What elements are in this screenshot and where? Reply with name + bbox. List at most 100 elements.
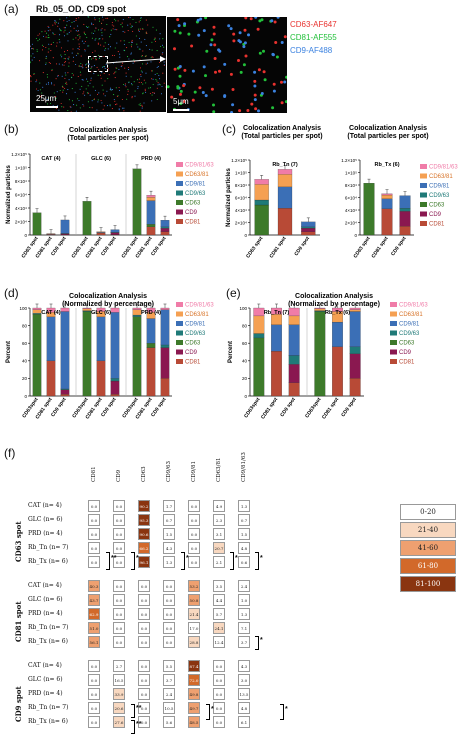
- particle-dot: [99, 21, 100, 22]
- particle-dot: [115, 47, 116, 48]
- particle-dot: [245, 55, 248, 58]
- particle-dot: [91, 78, 92, 79]
- heatmap-cell: 3.0: [238, 674, 250, 686]
- particle-dot: [212, 104, 215, 107]
- bar-segment: [289, 383, 300, 396]
- particle-dot: [192, 70, 195, 73]
- heatmap-cell: 12.4: [213, 636, 225, 648]
- particle-dot: [96, 109, 97, 110]
- particle-dot: [72, 73, 73, 74]
- particle-dot: [107, 105, 108, 106]
- particle-dot: [51, 70, 52, 71]
- particle-dot: [140, 29, 141, 30]
- particle-dot: [244, 29, 247, 32]
- particle-dot: [123, 108, 124, 109]
- particle-dot: [154, 92, 155, 93]
- heatmap-cell: 0.0: [113, 636, 125, 648]
- legend-label: CD81: [429, 222, 445, 228]
- particle-dot: [65, 58, 66, 59]
- particle-dot: [97, 94, 98, 95]
- heatmap-row-label: GLC (n= 6): [28, 676, 63, 683]
- y-tick-label: 1×10⁵: [235, 170, 247, 175]
- particle-dot: [67, 89, 68, 90]
- particle-dot: [142, 84, 143, 85]
- particle-dot: [37, 51, 38, 52]
- particle-dot: [132, 26, 133, 27]
- particle-dot: [47, 77, 48, 78]
- legend-cd63: CD63-AF647: [290, 18, 337, 31]
- significance-mark: *: [136, 555, 139, 562]
- particle-dot: [277, 17, 280, 19]
- particle-dot: [142, 50, 143, 51]
- particle-dot: [79, 46, 80, 47]
- particle-dot: [67, 58, 68, 59]
- heatmap-cell: 49.8: [188, 688, 200, 700]
- particle-dot: [123, 31, 124, 32]
- particle-dot: [210, 38, 213, 41]
- bar-segment: [254, 338, 265, 396]
- particle-dot: [35, 81, 36, 82]
- heatmap-cell: 1.3: [163, 556, 175, 568]
- bar-segment: [350, 312, 361, 347]
- bar-segment: [161, 308, 169, 310]
- particle-dot: [231, 103, 234, 106]
- particle-dot: [54, 34, 55, 35]
- heatmap-cell: 72.0: [188, 674, 200, 686]
- group-label: Rb_Tn (7): [272, 162, 298, 168]
- bar-segment: [33, 310, 41, 314]
- particle-dot: [86, 79, 87, 80]
- y-tick-label: 4×10⁴: [15, 206, 27, 211]
- heatmap-cell: 0.0: [113, 514, 125, 526]
- legend-swatch: [176, 321, 183, 326]
- significance-mark: *: [186, 555, 189, 562]
- particle-dot: [57, 42, 58, 43]
- bar-segment: [161, 228, 169, 231]
- particle-dot: [58, 23, 59, 24]
- particle-dot: [112, 108, 113, 109]
- particle-dot: [79, 49, 80, 50]
- particle-dot: [118, 20, 119, 21]
- particle-dot: [37, 35, 38, 36]
- particle-dot: [137, 88, 138, 89]
- significance-mark: *: [235, 555, 238, 562]
- particle-dot: [73, 104, 74, 105]
- particle-dot: [48, 44, 49, 45]
- particle-dot: [101, 102, 102, 103]
- particle-dot: [152, 50, 153, 51]
- x-tick-label: CD81 spot: [371, 235, 390, 259]
- heatmap-cell: 7.1: [238, 622, 250, 634]
- particle-dot: [95, 50, 96, 51]
- heatmap-cell: 51.0: [88, 622, 100, 634]
- particle-dot: [112, 24, 113, 25]
- bar-segment: [111, 394, 119, 396]
- particle-dot: [254, 107, 257, 110]
- particle-dot: [68, 66, 69, 67]
- significance-bracket: [280, 704, 284, 720]
- y-tick-label: 40: [242, 359, 248, 364]
- significance-mark: **: [136, 705, 141, 712]
- particle-dot: [123, 84, 124, 85]
- particle-dot: [61, 47, 62, 48]
- bar-segment: [61, 312, 69, 389]
- particle-dot: [45, 31, 46, 32]
- chart-c-tx: Colocalization Analysis(Total particles …: [330, 120, 474, 280]
- legend-swatch: [390, 350, 397, 355]
- particle-dot: [115, 77, 116, 78]
- x-tick-label: CD81 spot: [269, 235, 288, 259]
- particle-dot: [120, 24, 121, 25]
- particle-dot: [65, 83, 66, 84]
- particle-dot: [109, 74, 110, 75]
- heatmap-cell: 0.0: [213, 716, 225, 728]
- particle-dot: [151, 70, 152, 71]
- bar-segment: [301, 227, 315, 228]
- particle-dot: [61, 106, 62, 107]
- particle-dot: [88, 45, 89, 46]
- bar-segment: [315, 309, 326, 311]
- particle-dot: [88, 17, 89, 18]
- particle-dot: [62, 92, 63, 93]
- particle-dot: [80, 107, 81, 108]
- particle-dot: [41, 31, 42, 32]
- particle-dot: [88, 26, 89, 27]
- particle-dot: [57, 91, 58, 92]
